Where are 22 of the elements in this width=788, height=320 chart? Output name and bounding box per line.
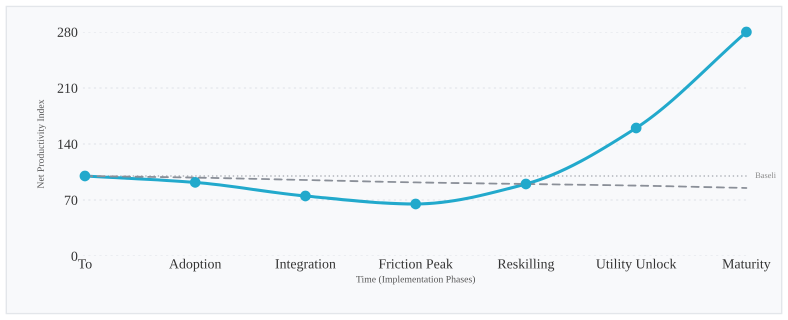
ref-line-label: Baseli <box>755 172 776 178</box>
y-tick-label: 0 <box>71 252 78 261</box>
x-tick-label: Integration <box>275 259 336 272</box>
point <box>741 26 752 38</box>
point <box>300 190 311 202</box>
x-tick-label: Reskilling <box>498 258 554 272</box>
x-tick-label: Utility Unlock <box>596 258 676 272</box>
y-tick-label: 70 <box>64 196 78 205</box>
point <box>80 170 90 182</box>
x-tick-label: Adoption <box>169 258 222 272</box>
point <box>410 198 422 210</box>
y-axis-title: Net Productivity Index <box>37 100 46 188</box>
x-tick-label: Friction Peak <box>378 258 453 269</box>
point <box>190 177 201 188</box>
y-tick-label: 280 <box>58 28 78 37</box>
x-tick-label: Maturity <box>722 259 771 272</box>
y-tick-label: 210 <box>58 84 78 93</box>
point <box>520 178 532 190</box>
point <box>630 122 642 134</box>
x-axis-title: Time (Implementation Phases) <box>356 276 476 284</box>
x-tick-label: To <box>78 259 92 269</box>
y-tick-label: 140 <box>58 140 78 149</box>
